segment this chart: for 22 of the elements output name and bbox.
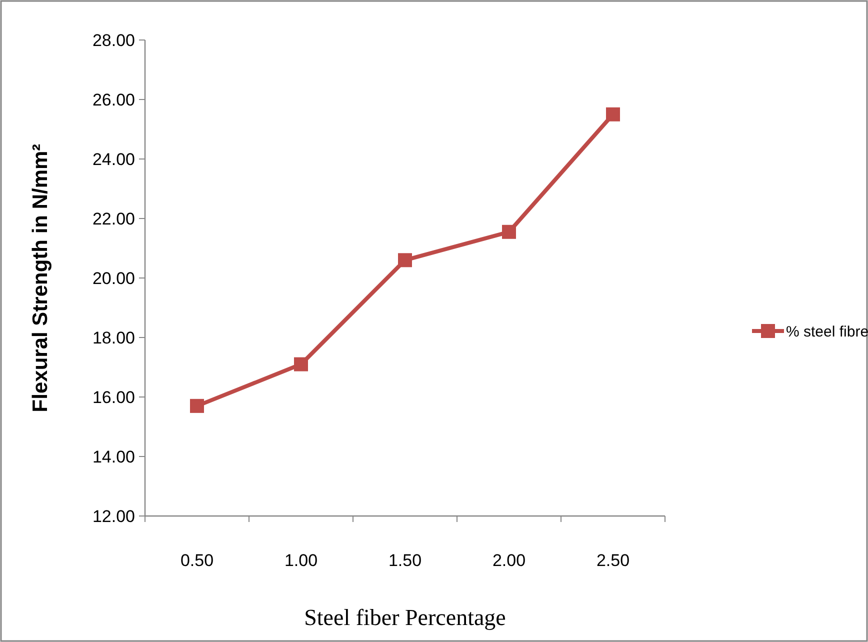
y-tick-label: 26.00 (92, 90, 135, 110)
x-tick-label: 2.50 (596, 551, 630, 570)
y-tick-label: 14.00 (92, 447, 135, 466)
x-tick-label: 1.00 (284, 551, 318, 570)
y-tick-label: 12.00 (92, 506, 135, 526)
point (502, 224, 516, 239)
y-tick-label: 20.00 (92, 268, 135, 288)
y-tick-label: 24.00 (92, 150, 135, 169)
x-tick-label: 2.00 (492, 551, 526, 570)
y-tick-label: 28.00 (92, 30, 135, 50)
y-tick-label: 22.00 (92, 209, 135, 228)
y-tick-label: 16.00 (92, 388, 135, 407)
y-axis-title: Flexural Strength in N/mm² (29, 144, 52, 412)
point (190, 398, 204, 413)
y-tick-label: 18.00 (92, 328, 135, 348)
point (398, 253, 412, 268)
x-tick-label: 1.50 (388, 551, 422, 570)
point (294, 357, 308, 372)
point (606, 107, 620, 122)
x-tick-label: 0.50 (180, 551, 214, 570)
x-axis-title: Steel fiber Percentage (304, 605, 506, 630)
legend-label: % steel fibre (786, 323, 868, 340)
